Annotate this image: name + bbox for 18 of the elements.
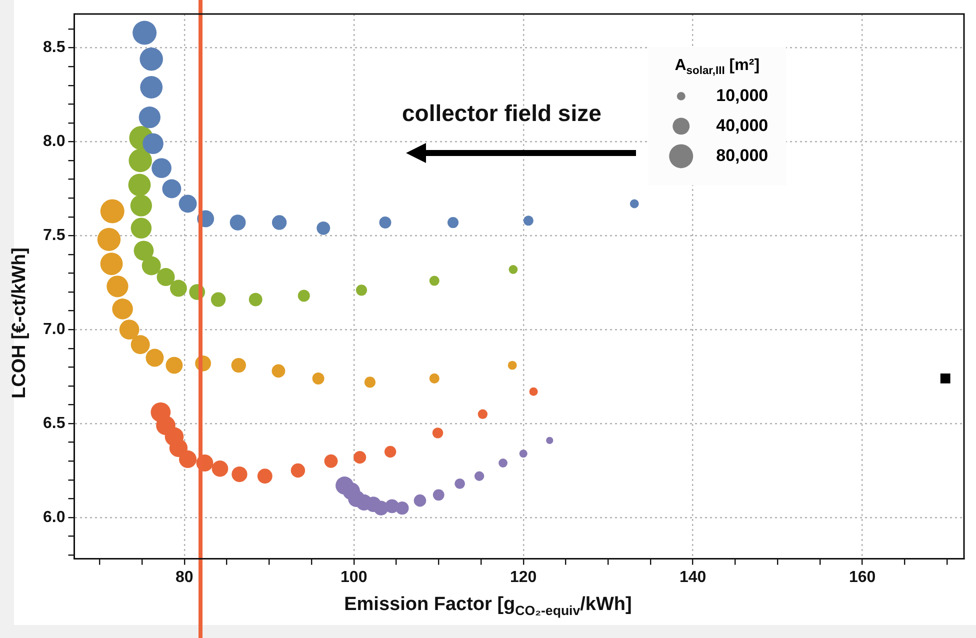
x-tick-label: 120 <box>510 568 537 586</box>
y-tick-label: 6.5 <box>42 414 66 432</box>
y-tick-label: 7.0 <box>42 321 66 338</box>
annotation: collector field size <box>402 100 602 127</box>
y-tick-label: 6.0 <box>42 508 66 526</box>
x-tick-label: 80 <box>176 568 194 586</box>
y-tick-label: 7.5 <box>42 227 66 244</box>
y-axis-title: LCOH [€-ct/kWh] <box>9 246 31 400</box>
legend-label: 80,000 <box>716 146 768 166</box>
y-tick-label: 8.0 <box>42 133 66 150</box>
y-tick-label: 8.5 <box>42 39 66 56</box>
legend-label: 40,000 <box>716 116 768 136</box>
legend-title: A$_{solar,III}$ [m²] <box>674 57 761 78</box>
legend-label: 10,000 <box>716 86 768 106</box>
x-axis-title: Emission Factor [g$_{CO₂-equiv}$/kWh] <box>343 594 633 618</box>
x-tick-label: 140 <box>679 568 706 586</box>
x-tick-label: 160 <box>848 568 876 586</box>
x-tick-label: 100 <box>340 568 368 586</box>
